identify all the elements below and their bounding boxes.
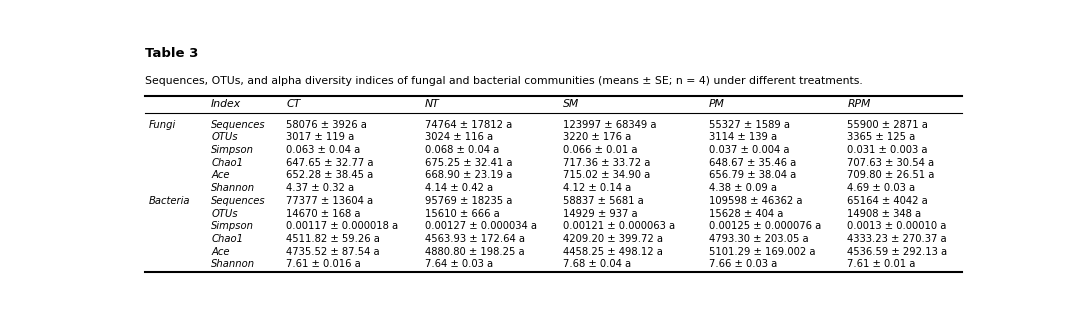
Text: 4735.52 ± 87.54 a: 4735.52 ± 87.54 a	[286, 247, 380, 257]
Text: 3017 ± 119 a: 3017 ± 119 a	[286, 132, 354, 142]
Text: 0.00117 ± 0.000018 a: 0.00117 ± 0.000018 a	[286, 221, 399, 231]
Text: 3220 ± 176 a: 3220 ± 176 a	[563, 132, 631, 142]
Text: Chao1: Chao1	[212, 234, 243, 244]
Text: 7.66 ± 0.03 a: 7.66 ± 0.03 a	[710, 259, 778, 269]
Text: 5101.29 ± 169.002 a: 5101.29 ± 169.002 a	[710, 247, 815, 257]
Text: 4536.59 ± 292.13 a: 4536.59 ± 292.13 a	[848, 247, 947, 257]
Text: 4.37 ± 0.32 a: 4.37 ± 0.32 a	[286, 183, 354, 193]
Text: 0.066 ± 0.01 a: 0.066 ± 0.01 a	[563, 145, 637, 155]
Text: 0.00121 ± 0.000063 a: 0.00121 ± 0.000063 a	[563, 221, 675, 231]
Text: 0.00125 ± 0.000076 a: 0.00125 ± 0.000076 a	[710, 221, 822, 231]
Text: 7.64 ± 0.03 a: 7.64 ± 0.03 a	[424, 259, 492, 269]
Text: Shannon: Shannon	[212, 183, 255, 193]
Text: 74764 ± 17812 a: 74764 ± 17812 a	[424, 120, 512, 130]
Text: RPM: RPM	[848, 100, 870, 109]
Text: 3024 ± 116 a: 3024 ± 116 a	[424, 132, 492, 142]
Text: 15628 ± 404 a: 15628 ± 404 a	[710, 209, 784, 219]
Text: 675.25 ± 32.41 a: 675.25 ± 32.41 a	[424, 158, 512, 168]
Text: 95769 ± 18235 a: 95769 ± 18235 a	[424, 196, 512, 206]
Text: 0.037 ± 0.004 a: 0.037 ± 0.004 a	[710, 145, 789, 155]
Text: 4563.93 ± 172.64 a: 4563.93 ± 172.64 a	[424, 234, 525, 244]
Text: 4511.82 ± 59.26 a: 4511.82 ± 59.26 a	[286, 234, 380, 244]
Text: 0.063 ± 0.04 a: 0.063 ± 0.04 a	[286, 145, 361, 155]
Text: 4880.80 ± 198.25 a: 4880.80 ± 198.25 a	[424, 247, 524, 257]
Text: Simpson: Simpson	[212, 145, 254, 155]
Text: 0.031 ± 0.003 a: 0.031 ± 0.003 a	[848, 145, 928, 155]
Text: PM: PM	[710, 100, 725, 109]
Text: 7.68 ± 0.04 a: 7.68 ± 0.04 a	[563, 259, 631, 269]
Text: 65164 ± 4042 a: 65164 ± 4042 a	[848, 196, 928, 206]
Text: OTUs: OTUs	[212, 132, 238, 142]
Text: 4.38 ± 0.09 a: 4.38 ± 0.09 a	[710, 183, 778, 193]
Text: 3114 ± 139 a: 3114 ± 139 a	[710, 132, 778, 142]
Text: 0.068 ± 0.04 a: 0.068 ± 0.04 a	[424, 145, 499, 155]
Text: SM: SM	[563, 100, 579, 109]
Text: Shannon: Shannon	[212, 259, 255, 269]
Text: 717.36 ± 33.72 a: 717.36 ± 33.72 a	[563, 158, 650, 168]
Text: CT: CT	[286, 100, 300, 109]
Text: 647.65 ± 32.77 a: 647.65 ± 32.77 a	[286, 158, 374, 168]
Text: 709.80 ± 26.51 a: 709.80 ± 26.51 a	[848, 170, 934, 180]
Text: Table 3: Table 3	[145, 47, 199, 60]
Text: 707.63 ± 30.54 a: 707.63 ± 30.54 a	[848, 158, 934, 168]
Text: 4209.20 ± 399.72 a: 4209.20 ± 399.72 a	[563, 234, 663, 244]
Text: 0.0013 ± 0.00010 a: 0.0013 ± 0.00010 a	[848, 221, 947, 231]
Text: 55327 ± 1589 a: 55327 ± 1589 a	[710, 120, 791, 130]
Text: 58076 ± 3926 a: 58076 ± 3926 a	[286, 120, 367, 130]
Text: 4.12 ± 0.14 a: 4.12 ± 0.14 a	[563, 183, 631, 193]
Text: 656.79 ± 38.04 a: 656.79 ± 38.04 a	[710, 170, 796, 180]
Text: 3365 ± 125 a: 3365 ± 125 a	[848, 132, 916, 142]
Text: Sequences: Sequences	[212, 196, 266, 206]
Text: Ace: Ace	[212, 170, 230, 180]
Text: 123997 ± 68349 a: 123997 ± 68349 a	[563, 120, 657, 130]
Text: NT: NT	[424, 100, 440, 109]
Text: 14908 ± 348 a: 14908 ± 348 a	[848, 209, 921, 219]
Text: 4.69 ± 0.03 a: 4.69 ± 0.03 a	[848, 183, 916, 193]
Text: Chao1: Chao1	[212, 158, 243, 168]
Text: 14670 ± 168 a: 14670 ± 168 a	[286, 209, 361, 219]
Text: 77377 ± 13604 a: 77377 ± 13604 a	[286, 196, 374, 206]
Text: 0.00127 ± 0.000034 a: 0.00127 ± 0.000034 a	[424, 221, 537, 231]
Text: Ace: Ace	[212, 247, 230, 257]
Text: 15610 ± 666 a: 15610 ± 666 a	[424, 209, 499, 219]
Text: 648.67 ± 35.46 a: 648.67 ± 35.46 a	[710, 158, 796, 168]
Text: 4333.23 ± 270.37 a: 4333.23 ± 270.37 a	[848, 234, 947, 244]
Text: 4458.25 ± 498.12 a: 4458.25 ± 498.12 a	[563, 247, 663, 257]
Text: 4.14 ± 0.42 a: 4.14 ± 0.42 a	[424, 183, 492, 193]
Text: 55900 ± 2871 a: 55900 ± 2871 a	[848, 120, 928, 130]
Text: 715.02 ± 34.90 a: 715.02 ± 34.90 a	[563, 170, 650, 180]
Text: 7.61 ± 0.016 a: 7.61 ± 0.016 a	[286, 259, 361, 269]
Text: 4793.30 ± 203.05 a: 4793.30 ± 203.05 a	[710, 234, 809, 244]
Text: Simpson: Simpson	[212, 221, 254, 231]
Text: 14929 ± 937 a: 14929 ± 937 a	[563, 209, 637, 219]
Text: Bacteria: Bacteria	[148, 196, 190, 206]
Text: Fungi: Fungi	[148, 120, 176, 130]
Text: 58837 ± 5681 a: 58837 ± 5681 a	[563, 196, 644, 206]
Text: Sequences: Sequences	[212, 120, 266, 130]
Text: 668.90 ± 23.19 a: 668.90 ± 23.19 a	[424, 170, 512, 180]
Text: 109598 ± 46362 a: 109598 ± 46362 a	[710, 196, 802, 206]
Text: Sequences, OTUs, and alpha diversity indices of fungal and bacterial communities: Sequences, OTUs, and alpha diversity ind…	[145, 76, 863, 86]
Text: Index: Index	[212, 100, 241, 109]
Text: OTUs: OTUs	[212, 209, 238, 219]
Text: 7.61 ± 0.01 a: 7.61 ± 0.01 a	[848, 259, 916, 269]
Text: 652.28 ± 38.45 a: 652.28 ± 38.45 a	[286, 170, 374, 180]
